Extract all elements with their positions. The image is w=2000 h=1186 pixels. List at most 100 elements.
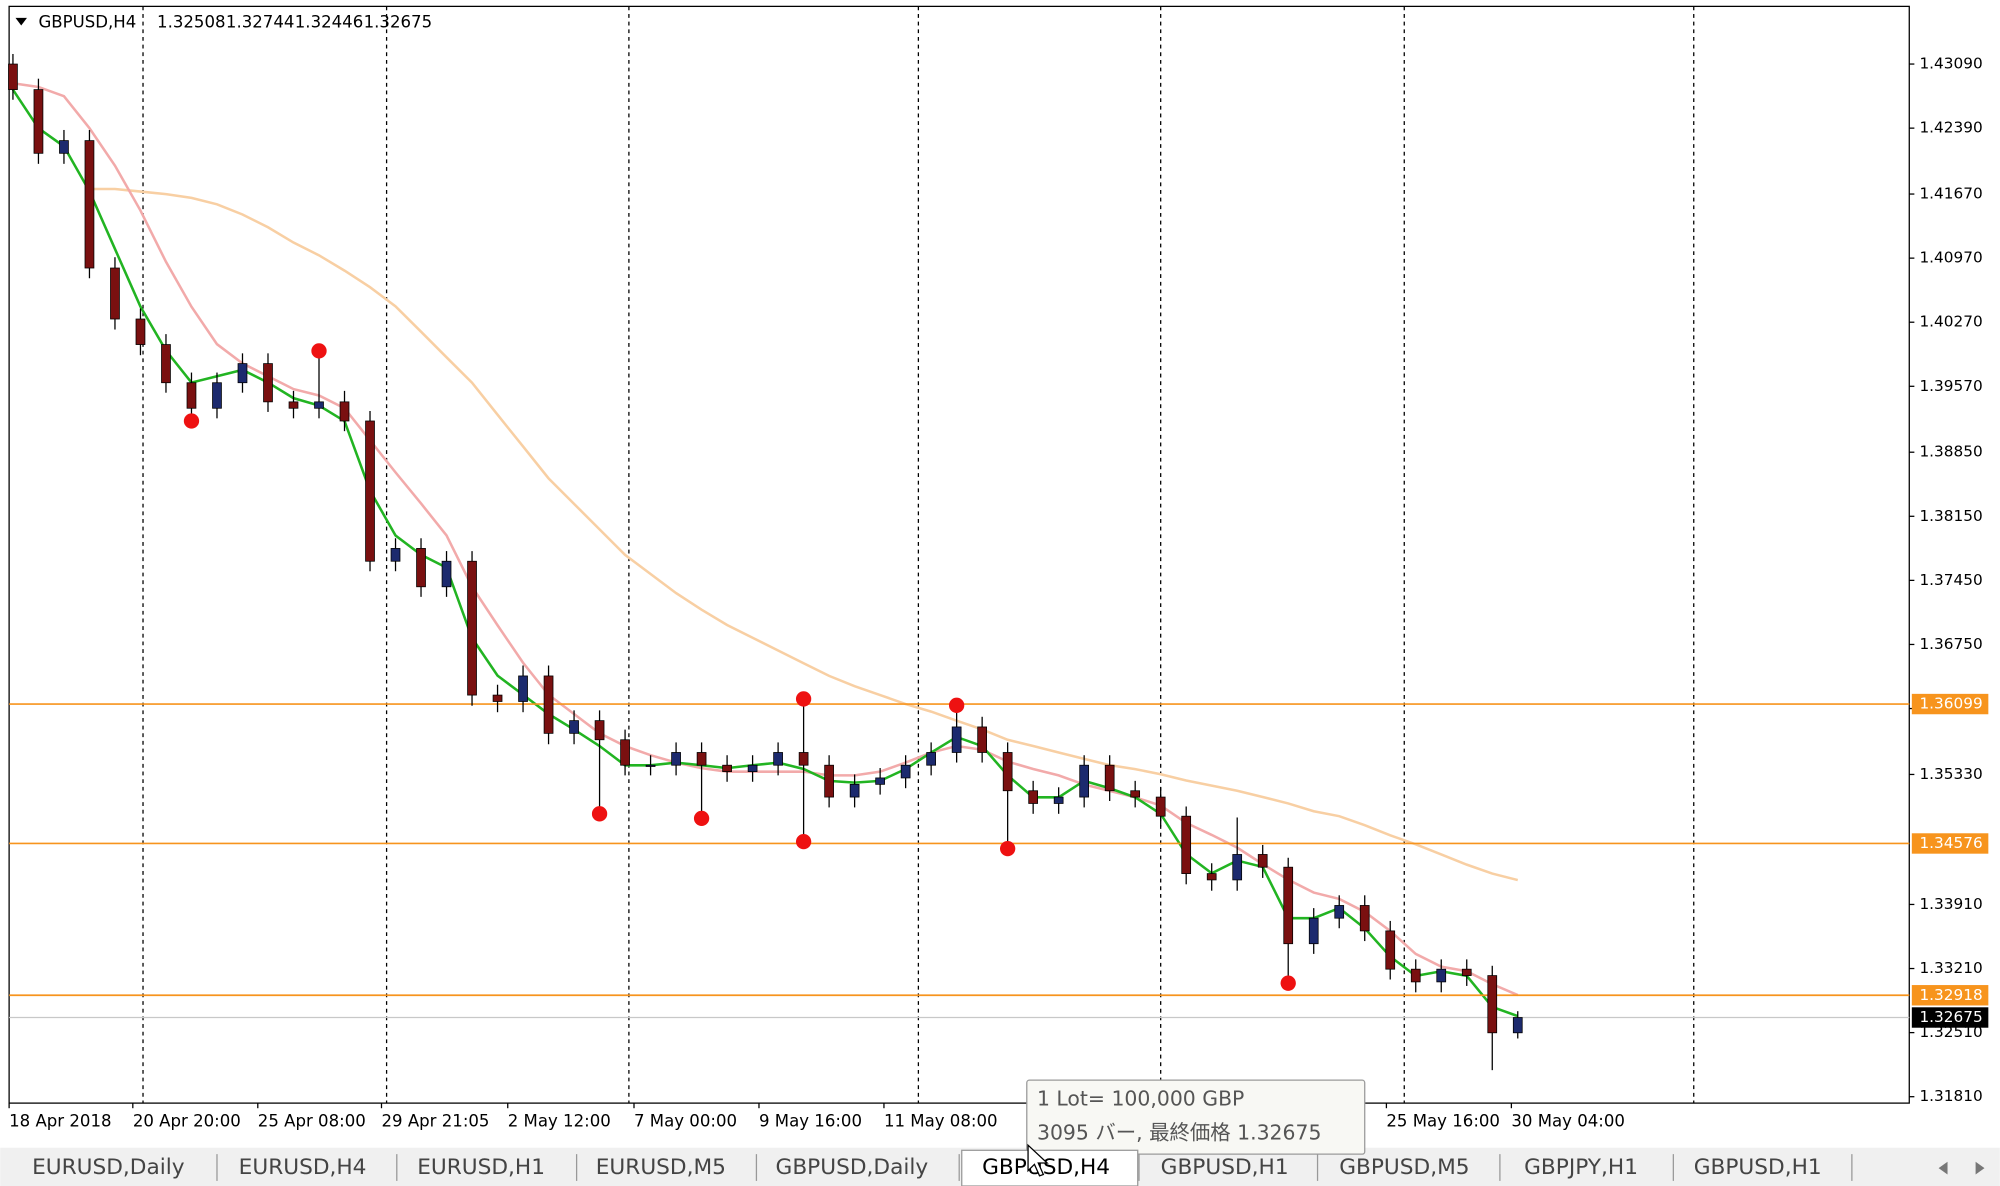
- candle-body: [416, 548, 426, 588]
- x-tick-label: 18 Apr 2018: [9, 1112, 111, 1131]
- tab[interactable]: EURUSD,H4: [239, 1155, 367, 1180]
- tab[interactable]: GBPJPY,H1: [1524, 1155, 1638, 1180]
- candle-body: [1436, 968, 1447, 983]
- candle-body: [1053, 796, 1064, 804]
- candle-body: [314, 401, 324, 409]
- x-tick-label: 20 Apr 20:00: [133, 1112, 241, 1131]
- candle-body: [1257, 854, 1268, 868]
- tooltip-box: [1026, 1079, 1366, 1155]
- candle-body: [824, 764, 834, 798]
- fractal-marker: [1000, 840, 1016, 857]
- y-tick-label: 1.41670: [1919, 185, 1982, 203]
- fractal-marker: [795, 691, 812, 707]
- y-tick-label: 1.36750: [1919, 635, 1982, 653]
- candle-body: [518, 675, 528, 702]
- candle-body: [1181, 815, 1192, 874]
- y-tick-label: 1.31810: [1919, 1087, 1982, 1105]
- current-price-label: 1.32675: [1919, 1008, 1982, 1026]
- candle-body: [288, 401, 299, 409]
- tab[interactable]: GBPUSD,H4: [982, 1155, 1110, 1180]
- tab[interactable]: GBPUSD,H1: [1694, 1155, 1822, 1180]
- candle-body: [1334, 905, 1345, 919]
- y-tick-label: 1.37450: [1919, 571, 1982, 589]
- candle-body: [594, 720, 605, 741]
- x-tick-label: 7 May 00:00: [634, 1112, 737, 1131]
- x-tick-label: 25 May 16:00: [1386, 1112, 1500, 1131]
- x-tick-label: 29 Apr 21:05: [381, 1112, 489, 1131]
- tab[interactable]: GBPUSD,Daily: [776, 1155, 929, 1180]
- candle-body: [1130, 790, 1141, 798]
- collapse-icon[interactable]: [15, 17, 27, 26]
- candle-body: [1079, 764, 1090, 798]
- candle-body: [722, 764, 732, 772]
- x-tick-label: 9 May 16:00: [759, 1112, 862, 1131]
- candle-body: [390, 548, 401, 562]
- level-label-box: [1911, 693, 1989, 715]
- candle-body: [1308, 917, 1319, 945]
- candle-body: [161, 344, 171, 384]
- candle-body: [671, 752, 681, 766]
- candle-body: [977, 726, 987, 753]
- candle-body: [186, 382, 197, 409]
- candle-body: [1232, 854, 1243, 881]
- y-tick-label: 1.33910: [1919, 895, 1982, 913]
- x-tick-label: 25 Apr 08:00: [258, 1112, 366, 1131]
- candle-body: [1283, 866, 1294, 945]
- candle-body: [747, 764, 758, 772]
- header-open: 1.32508: [157, 12, 226, 31]
- candle-body: [467, 560, 477, 696]
- candle-body: [110, 267, 120, 320]
- candle-body: [339, 401, 350, 422]
- candle-body: [1155, 796, 1166, 817]
- candle-body: [645, 764, 656, 767]
- scroll-right[interactable]: [1975, 1161, 1985, 1175]
- candle-body: [1487, 975, 1498, 1034]
- tab[interactable]: GBPUSD,H1: [1161, 1155, 1289, 1180]
- candle-body: [569, 720, 579, 734]
- fractal-marker: [948, 697, 965, 713]
- y-tick-label: 1.33210: [1919, 959, 1982, 977]
- y-tick-label: 1.38150: [1919, 507, 1982, 525]
- candle-body: [1461, 968, 1472, 976]
- tab[interactable]: GBPUSD,M5: [1339, 1155, 1469, 1180]
- y-tick-label: 1.43090: [1919, 55, 1982, 73]
- candle-body: [1410, 968, 1421, 983]
- level-label: 1.36099: [1919, 695, 1982, 713]
- level-label-box: [1911, 833, 1989, 854]
- tab[interactable]: EURUSD,M5: [596, 1155, 726, 1180]
- candle-body: [951, 726, 962, 753]
- tab[interactable]: EURUSD,H1: [417, 1155, 545, 1180]
- candle-body: [696, 752, 707, 766]
- x-tick-label: 30 May 04:00: [1511, 1112, 1625, 1131]
- candle-body: [492, 694, 503, 702]
- fractal-marker: [591, 806, 608, 822]
- candle-body: [365, 420, 375, 562]
- candle-body: [1359, 905, 1370, 932]
- fractal-marker: [1280, 975, 1296, 991]
- candle-body: [8, 63, 18, 90]
- candle-body: [1206, 873, 1217, 881]
- candle-body: [1002, 752, 1013, 792]
- plot-area: [8, 5, 1910, 1104]
- active-tab-bg: [961, 1149, 1139, 1186]
- candle-body: [773, 752, 783, 766]
- level-label: 1.32918: [1919, 986, 1982, 1004]
- candle-body: [620, 739, 630, 766]
- candle-body: [84, 140, 95, 269]
- candle-body: [798, 752, 809, 766]
- y-tick-label: 1.42390: [1919, 119, 1982, 137]
- tab[interactable]: EURUSD,Daily: [32, 1155, 185, 1180]
- candle-body: [1104, 764, 1115, 792]
- candle-body: [849, 783, 860, 798]
- tooltip-line: 3095 バー, 最終価格 1.32675: [1037, 1121, 1321, 1145]
- level-label: 1.34576: [1919, 834, 1982, 852]
- symbol-label: GBPUSD,H4: [38, 12, 136, 31]
- header-high: 1.32744: [226, 12, 295, 31]
- scroll-left[interactable]: [1938, 1161, 1948, 1175]
- tooltip-line: 1 Lot= 100,000 GBP: [1037, 1086, 1244, 1110]
- candle-body: [1028, 790, 1039, 804]
- candle-body: [263, 363, 273, 403]
- candle-body: [900, 764, 911, 779]
